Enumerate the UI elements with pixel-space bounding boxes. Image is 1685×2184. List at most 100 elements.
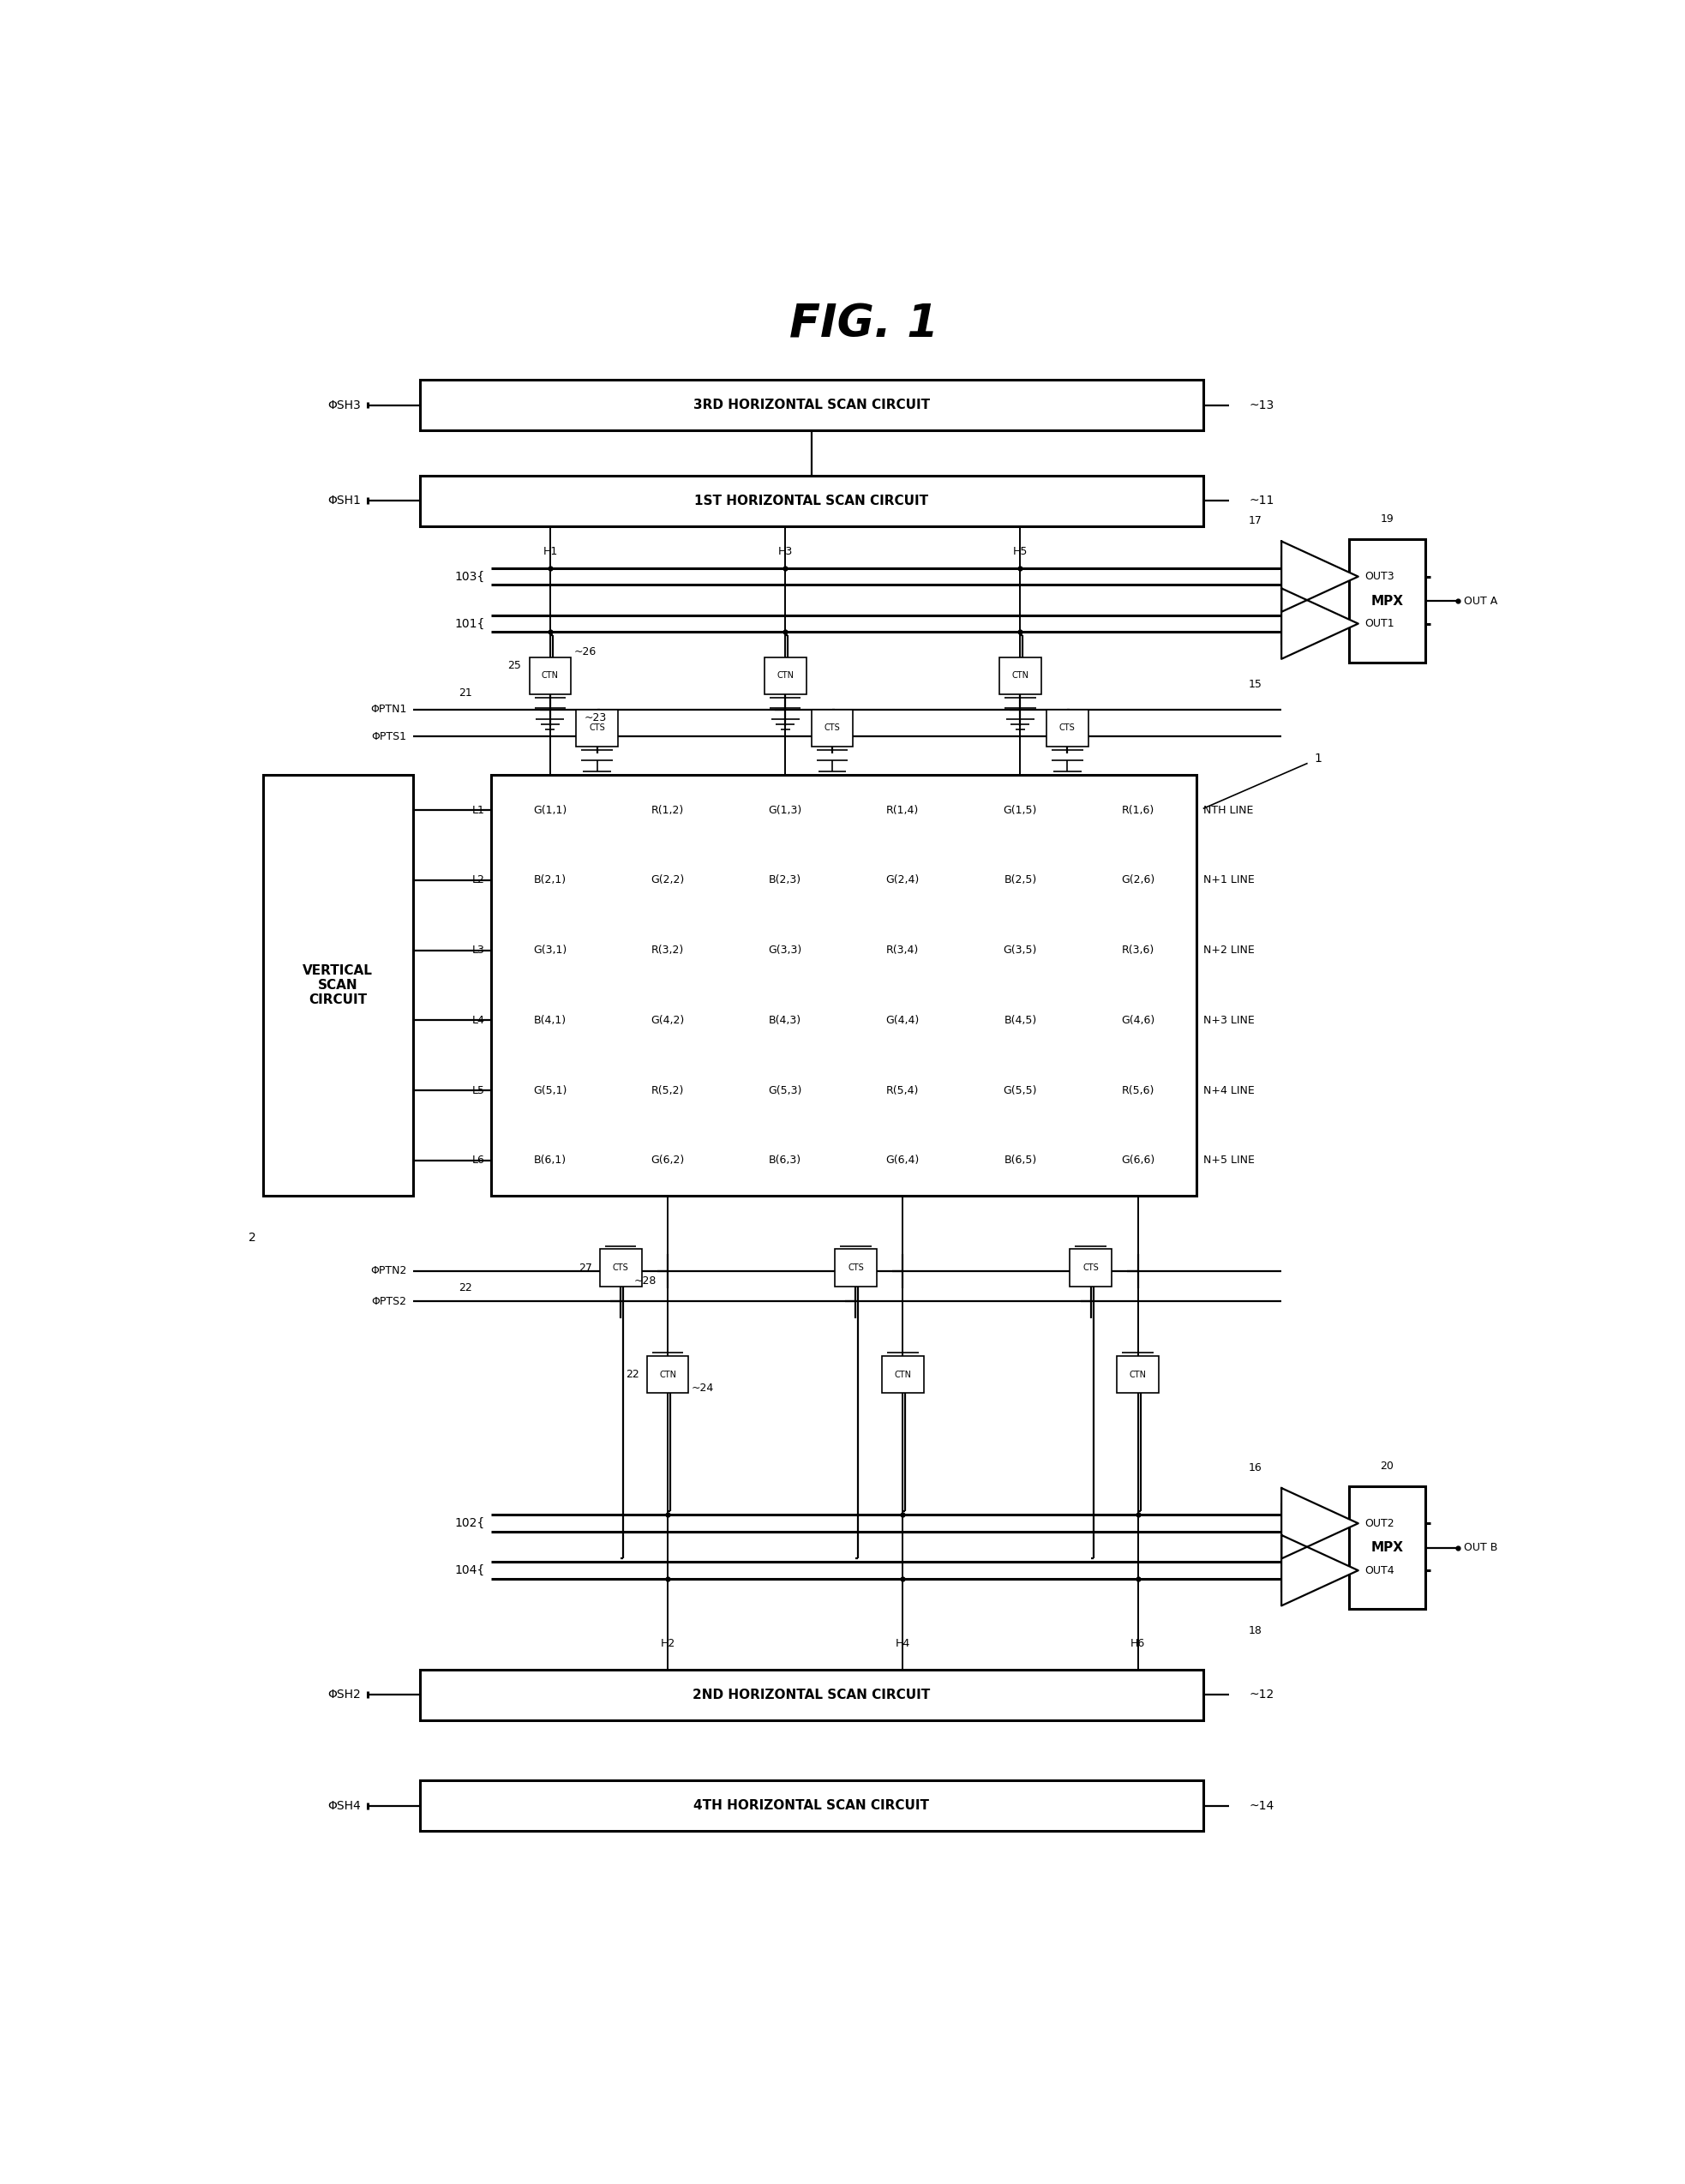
Text: CTN: CTN bbox=[1129, 1369, 1146, 1378]
Text: ΦPTS1: ΦPTS1 bbox=[371, 732, 406, 743]
Text: ~23: ~23 bbox=[585, 712, 607, 723]
Text: CTN: CTN bbox=[541, 670, 559, 679]
Text: CTS: CTS bbox=[590, 723, 605, 732]
Text: G(6,4): G(6,4) bbox=[886, 1155, 920, 1166]
Bar bbox=[529, 657, 571, 695]
Text: R(1,4): R(1,4) bbox=[886, 804, 918, 815]
Text: G(3,1): G(3,1) bbox=[534, 946, 566, 957]
Text: ΦSH4: ΦSH4 bbox=[327, 1800, 361, 1813]
Text: G(5,1): G(5,1) bbox=[532, 1085, 568, 1096]
Text: OUT B: OUT B bbox=[1464, 1542, 1498, 1553]
Bar bbox=[881, 1356, 923, 1393]
Text: L6: L6 bbox=[472, 1155, 485, 1166]
Text: CTS: CTS bbox=[848, 1262, 864, 1271]
Text: R(3,2): R(3,2) bbox=[652, 946, 684, 957]
Text: OUT3: OUT3 bbox=[1365, 570, 1395, 583]
Text: G(1,1): G(1,1) bbox=[534, 804, 566, 815]
Polygon shape bbox=[1281, 587, 1358, 660]
Bar bbox=[600, 1249, 642, 1286]
Text: G(6,2): G(6,2) bbox=[650, 1155, 684, 1166]
Bar bbox=[420, 476, 1203, 526]
Text: ~13: ~13 bbox=[1249, 400, 1274, 411]
Text: B(4,3): B(4,3) bbox=[768, 1016, 802, 1026]
Text: 19: 19 bbox=[1380, 513, 1393, 524]
Text: ΦPTN2: ΦPTN2 bbox=[371, 1265, 406, 1278]
Text: ~28: ~28 bbox=[634, 1275, 657, 1286]
Bar bbox=[1046, 710, 1089, 747]
Bar bbox=[420, 380, 1203, 430]
Text: ~26: ~26 bbox=[573, 646, 596, 657]
Bar bbox=[492, 775, 1196, 1195]
Text: CTN: CTN bbox=[1011, 670, 1030, 679]
Bar bbox=[576, 710, 618, 747]
Text: G(2,4): G(2,4) bbox=[886, 874, 920, 887]
Text: H1: H1 bbox=[543, 546, 558, 557]
Text: 17: 17 bbox=[1249, 515, 1262, 526]
Text: N+5 LINE: N+5 LINE bbox=[1203, 1155, 1254, 1166]
Text: CTN: CTN bbox=[659, 1369, 676, 1378]
Text: L4: L4 bbox=[472, 1016, 485, 1026]
Text: B(2,3): B(2,3) bbox=[768, 874, 802, 887]
Text: N+2 LINE: N+2 LINE bbox=[1203, 946, 1254, 957]
Bar bbox=[647, 1356, 689, 1393]
Text: N+3 LINE: N+3 LINE bbox=[1203, 1016, 1254, 1026]
Text: 22: 22 bbox=[625, 1369, 639, 1380]
Text: 18: 18 bbox=[1249, 1625, 1262, 1636]
Polygon shape bbox=[1281, 542, 1358, 612]
Text: CTS: CTS bbox=[613, 1262, 629, 1271]
Text: ΦSH3: ΦSH3 bbox=[327, 400, 361, 411]
Bar bbox=[1117, 1356, 1159, 1393]
Text: B(4,1): B(4,1) bbox=[534, 1016, 566, 1026]
Text: G(3,3): G(3,3) bbox=[768, 946, 802, 957]
Text: ΦPTS2: ΦPTS2 bbox=[371, 1295, 406, 1306]
Text: CTN: CTN bbox=[895, 1369, 912, 1378]
Text: G(6,6): G(6,6) bbox=[1121, 1155, 1154, 1166]
Text: MPX: MPX bbox=[1372, 1542, 1404, 1555]
Polygon shape bbox=[1281, 1535, 1358, 1605]
Text: NTH LINE: NTH LINE bbox=[1203, 804, 1254, 815]
Text: ~24: ~24 bbox=[691, 1382, 714, 1393]
Text: L5: L5 bbox=[472, 1085, 485, 1096]
Text: FIG. 1: FIG. 1 bbox=[789, 301, 939, 347]
Text: B(4,5): B(4,5) bbox=[1004, 1016, 1036, 1026]
Text: 2: 2 bbox=[249, 1232, 256, 1243]
Text: N+4 LINE: N+4 LINE bbox=[1203, 1085, 1254, 1096]
Text: L2: L2 bbox=[472, 874, 485, 887]
Bar bbox=[765, 657, 805, 695]
Bar bbox=[1350, 539, 1426, 662]
Text: B(2,1): B(2,1) bbox=[534, 874, 566, 887]
Text: OUT4: OUT4 bbox=[1365, 1566, 1395, 1577]
Text: 102{: 102{ bbox=[455, 1518, 485, 1529]
Text: 101{: 101{ bbox=[455, 618, 485, 629]
Text: OUT1: OUT1 bbox=[1365, 618, 1395, 629]
Text: G(5,5): G(5,5) bbox=[1003, 1085, 1038, 1096]
Text: ~12: ~12 bbox=[1249, 1688, 1274, 1701]
Text: CTN: CTN bbox=[777, 670, 794, 679]
Text: VERTICAL
SCAN
CIRCUIT: VERTICAL SCAN CIRCUIT bbox=[303, 963, 372, 1007]
Text: ΦSH2: ΦSH2 bbox=[327, 1688, 361, 1701]
Text: 21: 21 bbox=[458, 688, 472, 699]
Text: G(1,5): G(1,5) bbox=[1003, 804, 1038, 815]
Text: R(5,4): R(5,4) bbox=[886, 1085, 920, 1096]
Text: G(4,6): G(4,6) bbox=[1121, 1016, 1154, 1026]
Text: OUT A: OUT A bbox=[1464, 596, 1498, 607]
Bar bbox=[999, 657, 1041, 695]
Text: B(6,5): B(6,5) bbox=[1004, 1155, 1036, 1166]
Text: R(3,4): R(3,4) bbox=[886, 946, 918, 957]
Text: G(5,3): G(5,3) bbox=[768, 1085, 802, 1096]
Text: R(3,6): R(3,6) bbox=[1122, 946, 1154, 957]
Text: 104{: 104{ bbox=[455, 1564, 485, 1577]
Text: R(1,2): R(1,2) bbox=[652, 804, 684, 815]
Text: N+1 LINE: N+1 LINE bbox=[1203, 874, 1254, 887]
Text: H5: H5 bbox=[1013, 546, 1028, 557]
Text: R(1,6): R(1,6) bbox=[1122, 804, 1154, 815]
Text: B(6,3): B(6,3) bbox=[768, 1155, 802, 1166]
Text: 15: 15 bbox=[1249, 679, 1262, 690]
Text: MPX: MPX bbox=[1372, 594, 1404, 607]
Text: B(6,1): B(6,1) bbox=[534, 1155, 566, 1166]
Text: G(2,6): G(2,6) bbox=[1121, 874, 1154, 887]
Text: 16: 16 bbox=[1249, 1463, 1262, 1474]
Text: ~11: ~11 bbox=[1249, 496, 1274, 507]
Text: ΦPTN1: ΦPTN1 bbox=[371, 703, 406, 714]
Bar bbox=[1350, 1487, 1426, 1610]
